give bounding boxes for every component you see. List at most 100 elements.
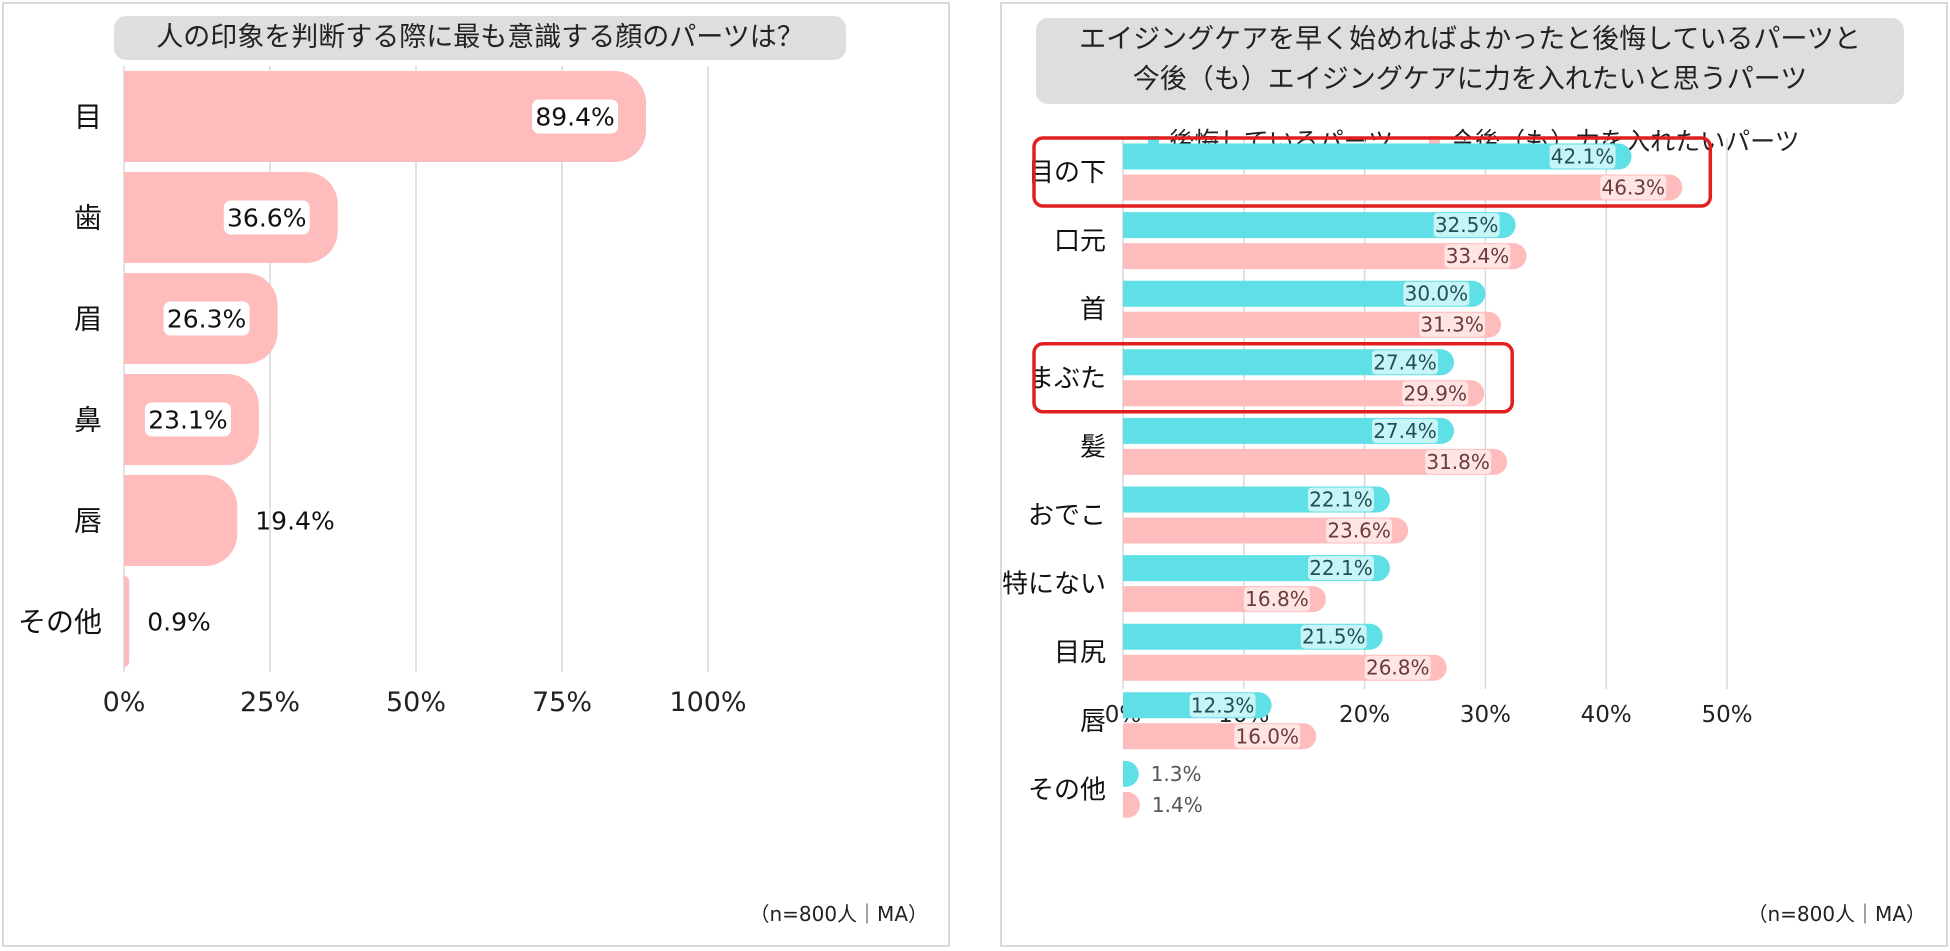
x-tick-label: 50% bbox=[386, 687, 446, 718]
category-label: 唇 bbox=[74, 505, 102, 538]
data-label-box bbox=[1425, 449, 1492, 474]
data-label-box bbox=[1243, 587, 1310, 612]
category-label: 髪 bbox=[1080, 432, 1106, 462]
data-label: 22.1% bbox=[1309, 556, 1373, 580]
bar bbox=[124, 475, 238, 566]
legend-swatch-regret bbox=[1148, 135, 1160, 147]
category-label: 眉 bbox=[74, 303, 102, 336]
x-tick-label: 75% bbox=[532, 687, 592, 718]
data-label-box bbox=[1600, 175, 1667, 200]
x-tick-label: 0% bbox=[103, 687, 146, 718]
category-label: 鼻 bbox=[74, 404, 102, 437]
data-label: 19.4% bbox=[255, 507, 334, 536]
data-label-box bbox=[1189, 693, 1256, 718]
data-label: 27.4% bbox=[1373, 350, 1437, 374]
x-tick-label: 30% bbox=[1460, 702, 1511, 728]
x-tick-label: 40% bbox=[1581, 702, 1632, 728]
data-label-box bbox=[1371, 418, 1438, 443]
category-label: おでこ bbox=[1028, 501, 1106, 531]
bar-future bbox=[1123, 448, 1508, 475]
data-label-box bbox=[223, 200, 310, 235]
data-label-box bbox=[144, 402, 231, 437]
data-label: 33.4% bbox=[1446, 244, 1510, 268]
data-label: 46.3% bbox=[1602, 176, 1666, 200]
left-chart-panel: 人の印象を判断する際に最も意識する顔のパーツは？ 0% 25% 50% 75% 100%… bbox=[2, 2, 950, 947]
data-label: 31.3% bbox=[1420, 313, 1484, 337]
data-label: 31.8% bbox=[1426, 450, 1490, 474]
right-chart-plot: 0%10%20%30%40%50%目の下42.1%46.3%口元32.5%33.… bbox=[1002, 136, 1753, 818]
data-label-box bbox=[1307, 556, 1374, 581]
right-title-line-1: エイジングケアを早く始めればよかったと後悔しているパーツと bbox=[1079, 24, 1861, 55]
category-label: 目 bbox=[74, 101, 102, 134]
data-label-box bbox=[1234, 724, 1301, 749]
highlight-box bbox=[1032, 136, 1713, 208]
bar-future bbox=[1123, 174, 1683, 201]
data-label: 36.6% bbox=[227, 204, 306, 233]
data-label: 16.0% bbox=[1236, 724, 1300, 748]
left-chart-title: 人の印象を判断する際に最も意識する顔のパーツは？ bbox=[114, 16, 846, 60]
right-title-line-2: 今後（も）エイジングケアに力を入れたいと思うパーツ bbox=[1132, 64, 1808, 95]
data-label: 89.4% bbox=[535, 103, 614, 132]
data-label: 21.5% bbox=[1302, 625, 1366, 649]
bar-regret bbox=[1123, 760, 1139, 787]
category-label: 口元 bbox=[1054, 227, 1106, 257]
data-label: 26.8% bbox=[1366, 656, 1430, 680]
bar-regret bbox=[1123, 143, 1632, 170]
right-chart-note: （n=800人｜MA） bbox=[1747, 902, 1926, 926]
data-label-box bbox=[1433, 213, 1500, 238]
data-label-box bbox=[163, 301, 250, 336]
right-chart-title: エイジングケアを早く始めればよかったと後悔しているパーツと 今後（も）エイジング… bbox=[1036, 18, 1904, 104]
data-label-box bbox=[1549, 144, 1616, 169]
right-chart-panel: エイジングケアを早く始めればよかったと後悔しているパーツと 今後（も）エイジング… bbox=[1000, 2, 1948, 947]
left-chart-plot: 0% 25% 50% 75% 100% 目 89.4% 歯 36.6% 眉 26.3% 鼻 23.1% 唇… bbox=[18, 66, 747, 718]
data-label: 0.9% bbox=[147, 608, 211, 637]
bar-future bbox=[1123, 311, 1502, 338]
data-label: 27.4% bbox=[1373, 419, 1437, 443]
data-label: 29.9% bbox=[1403, 381, 1467, 405]
data-label: 12.3% bbox=[1191, 693, 1255, 717]
data-label: 23.1% bbox=[148, 406, 227, 435]
data-label: 16.8% bbox=[1245, 587, 1309, 611]
bar-regret bbox=[1123, 417, 1454, 444]
data-label-box bbox=[1307, 487, 1374, 512]
x-tick-label: 100% bbox=[669, 687, 746, 718]
data-label: 1.3% bbox=[1151, 762, 1202, 786]
left-chart-note: （n=800人｜MA） bbox=[749, 902, 928, 926]
category-label: 唇 bbox=[1080, 707, 1106, 737]
x-tick-label: 25% bbox=[240, 687, 300, 718]
data-label-box bbox=[1444, 244, 1511, 269]
bar-future bbox=[1123, 380, 1485, 407]
data-label: 26.3% bbox=[167, 305, 246, 334]
category-label: 首 bbox=[1080, 295, 1106, 325]
data-label-box bbox=[1402, 381, 1469, 406]
bar-future bbox=[1123, 791, 1140, 818]
data-label: 1.4% bbox=[1152, 793, 1203, 817]
bar-regret bbox=[1123, 212, 1516, 239]
category-label: その他 bbox=[1028, 775, 1106, 805]
data-label-box bbox=[1371, 350, 1438, 375]
highlight-box bbox=[1032, 342, 1514, 414]
category-label: まぶた bbox=[1028, 364, 1106, 394]
data-label-box bbox=[532, 99, 619, 134]
data-label: 22.1% bbox=[1309, 488, 1373, 512]
category-label: 目の下 bbox=[1028, 158, 1106, 188]
data-label: 23.6% bbox=[1327, 519, 1391, 543]
x-tick-label: 50% bbox=[1701, 702, 1752, 728]
legend-swatch-future bbox=[1429, 135, 1441, 147]
category-label: その他 bbox=[18, 606, 102, 639]
bar bbox=[124, 576, 130, 667]
data-label-box bbox=[1364, 655, 1431, 680]
data-label: 30.0% bbox=[1405, 282, 1469, 306]
bar-regret bbox=[1123, 349, 1454, 376]
data-label: 42.1% bbox=[1551, 145, 1615, 169]
category-label: 歯 bbox=[74, 202, 102, 235]
bar-future bbox=[1123, 243, 1527, 270]
data-label-box bbox=[1300, 624, 1367, 649]
data-label-box bbox=[1403, 281, 1470, 306]
category-label: 特にない bbox=[1002, 570, 1106, 600]
x-tick-label: 20% bbox=[1339, 702, 1390, 728]
category-label: 目尻 bbox=[1054, 638, 1106, 668]
bar bbox=[124, 71, 647, 162]
data-label-box bbox=[1326, 518, 1393, 543]
bar-regret bbox=[1123, 280, 1486, 307]
